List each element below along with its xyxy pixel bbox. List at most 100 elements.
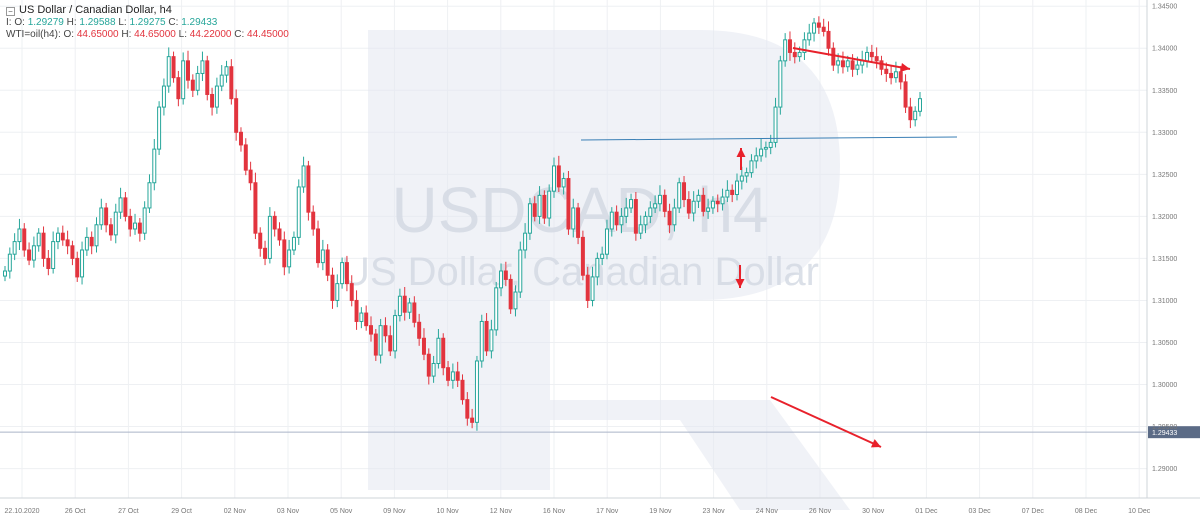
arrow-shaft — [770, 396, 882, 448]
y-tick-label: 1.29000 — [1152, 466, 1177, 473]
candle-body-down — [831, 47, 836, 66]
candle — [499, 263, 504, 297]
x-axis: 22.10.2020 26 Oct 27 Oct 29 Oct 02 Nov 03 Nov… — [0, 497, 1200, 515]
candle — [349, 275, 354, 307]
candle — [84, 227, 89, 256]
candle — [667, 203, 672, 234]
candle-body-down — [171, 56, 176, 79]
candle-body-up — [296, 186, 301, 238]
candle-body-down — [566, 178, 571, 230]
candle-body-down — [325, 249, 330, 276]
candle-body-down — [460, 379, 465, 401]
candle — [701, 187, 706, 217]
candle-body-up — [691, 200, 696, 214]
candle — [219, 65, 224, 92]
candle-body-down — [884, 68, 889, 74]
candle — [638, 215, 643, 240]
candle-body-down — [383, 325, 388, 337]
candle — [51, 231, 56, 274]
candle-body-up — [200, 60, 205, 74]
candles — [3, 16, 922, 431]
candle-body-up — [754, 155, 759, 162]
candle — [3, 265, 7, 282]
x-tick-label: 24 Nov — [756, 508, 779, 515]
candle-body-up — [706, 207, 711, 212]
candle-body-up — [672, 207, 677, 226]
candle-body-down — [412, 302, 417, 323]
candle — [267, 207, 272, 264]
candle-body-up — [51, 241, 56, 269]
candle — [195, 65, 200, 96]
ohlc-high-value: 1.29588 — [79, 17, 116, 28]
candle-body-down — [840, 60, 845, 68]
candle-body-down — [330, 274, 335, 301]
candle-body-down — [75, 257, 80, 278]
candle — [12, 233, 17, 261]
candle — [407, 297, 412, 319]
candle-body-up — [638, 224, 643, 234]
candle — [653, 195, 658, 214]
candle-body-up — [291, 236, 296, 251]
x-tick-label: 08 Dec — [1075, 508, 1098, 515]
candle — [657, 185, 662, 212]
candle-body-up — [195, 72, 200, 91]
candle-body-up — [84, 236, 89, 251]
candle-body-down — [908, 106, 913, 121]
reversal-arrow-down — [735, 265, 745, 288]
candle-body-down — [89, 236, 94, 247]
candle-body-up — [359, 312, 364, 322]
candle — [46, 250, 51, 276]
candle — [619, 207, 624, 234]
candle — [585, 266, 590, 309]
candle-body-up — [807, 32, 812, 41]
collapse-icon[interactable]: − — [6, 7, 15, 16]
x-tick-label: 17 Nov — [596, 508, 619, 515]
candle-body-up — [3, 270, 7, 277]
candle — [773, 97, 778, 148]
candle — [31, 236, 36, 268]
y-tick-label: 1.31000 — [1152, 298, 1177, 305]
candle — [161, 78, 166, 116]
candle-body-down — [508, 278, 513, 310]
candle — [903, 74, 908, 113]
candle — [523, 223, 528, 259]
candle — [181, 52, 186, 105]
overlay-high-value: 44.65000 — [134, 29, 176, 40]
y-tick-label: 1.29500 — [1152, 424, 1177, 431]
candle-body-up — [513, 291, 518, 310]
candle-body-down — [388, 335, 393, 352]
x-tick-label: 16 Nov — [543, 508, 566, 515]
candle-body-up — [561, 178, 566, 188]
candle-body-up — [431, 362, 436, 377]
candle-body-down — [369, 325, 373, 335]
candle-body-down — [176, 77, 181, 100]
candle-body-down — [850, 60, 855, 70]
candle — [725, 180, 730, 203]
candle — [783, 33, 788, 67]
candle-body-down — [686, 199, 691, 214]
arrow-head — [900, 62, 910, 72]
candle — [614, 205, 619, 231]
candle — [306, 160, 311, 221]
candle-body-up — [397, 295, 402, 317]
candle-body-up — [12, 241, 17, 255]
candle — [527, 197, 532, 240]
candle-body-down — [446, 367, 451, 381]
arrow-head — [735, 279, 745, 288]
candle-body-down — [272, 215, 277, 230]
candle — [80, 241, 85, 285]
candle — [739, 166, 744, 190]
candle-body-up — [142, 207, 147, 234]
x-tick-label: 03 Dec — [969, 508, 992, 515]
candle — [123, 191, 128, 222]
overlay-close-label: C: — [234, 29, 245, 40]
candle — [446, 360, 451, 387]
candle-body-up — [653, 203, 658, 209]
x-tick-label: 12 Nov — [490, 508, 513, 515]
watermark-line2: US Dollar, Canadian Dollar — [341, 250, 819, 294]
candle-body-up — [181, 60, 186, 100]
candle — [802, 32, 807, 61]
candle-body-down — [667, 210, 672, 226]
x-tick-label: 19 Nov — [649, 508, 672, 515]
